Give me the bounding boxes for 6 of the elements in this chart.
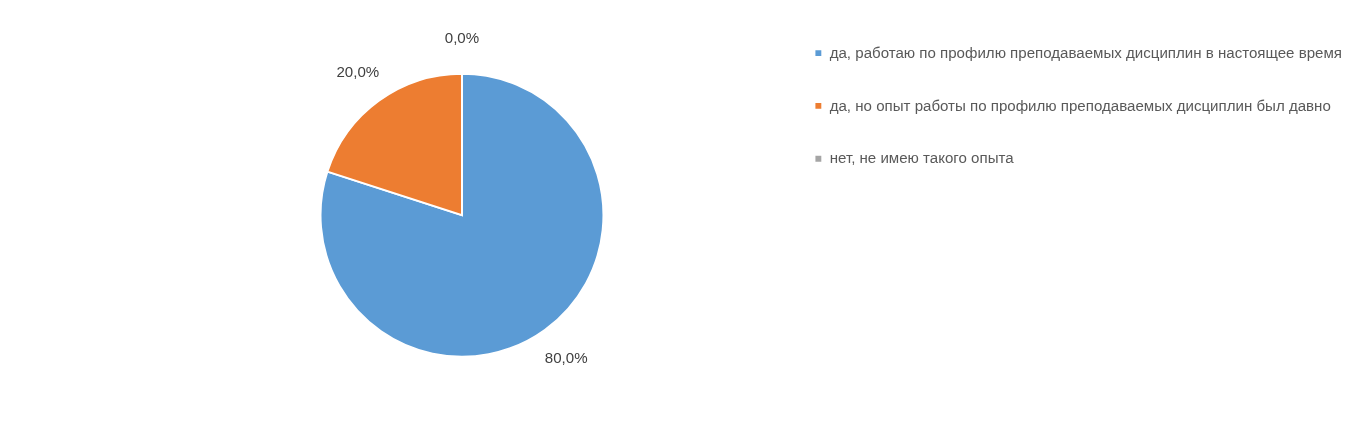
data-label: 20,0% (336, 62, 380, 80)
legend-label: да, работаю по профилю преподаваемых дисциплин в настоящее время (829, 43, 1342, 61)
text: 0,0% (444, 28, 480, 46)
legend-label: нет, не имею такого опыта (829, 149, 1015, 167)
data-label: 80,0% (544, 349, 588, 367)
legend-label: да, но опыт работы по профилю преподаваемых дисциплин был давно (829, 96, 1331, 114)
